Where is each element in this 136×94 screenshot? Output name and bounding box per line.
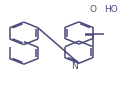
Text: HO: HO xyxy=(104,5,118,14)
Text: N: N xyxy=(71,62,78,71)
Text: O: O xyxy=(90,5,97,14)
